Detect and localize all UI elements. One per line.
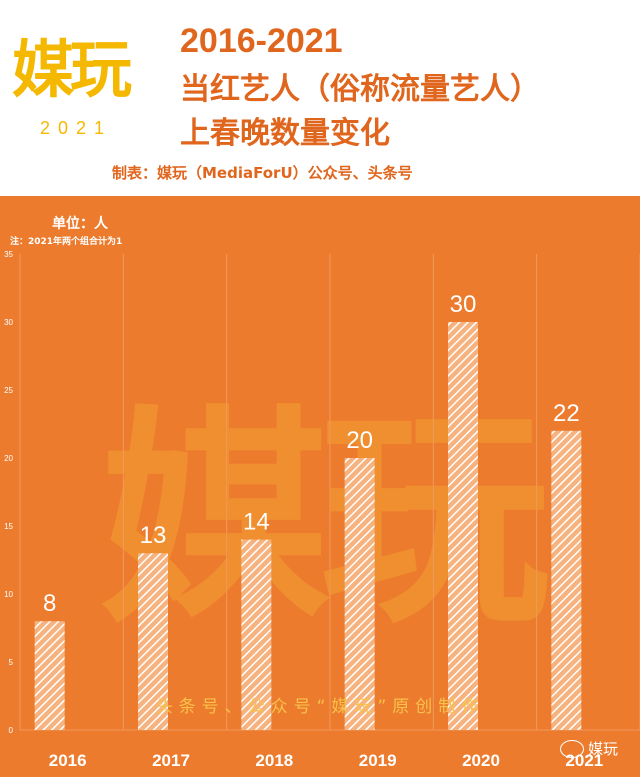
title-topic: 上春晚数量变化 bbox=[180, 116, 390, 151]
title-subject: 当红艺人（俗称流量艺人） bbox=[180, 72, 540, 107]
y-tick-label: 30 bbox=[4, 318, 13, 327]
y-tick-label: 10 bbox=[4, 590, 13, 599]
bar bbox=[551, 430, 582, 730]
big-watermark: 媒玩 bbox=[100, 388, 548, 655]
y-tick-label: 0 bbox=[9, 726, 14, 735]
bar bbox=[34, 621, 65, 730]
bar bbox=[138, 553, 168, 730]
chart-note: 注：2021年两个组合计为1 bbox=[10, 237, 123, 247]
maker-credit: 制表：媒玩（MediaForU）公众号、头条号 bbox=[112, 164, 413, 182]
data-label: 13 bbox=[140, 522, 167, 549]
bar bbox=[448, 322, 478, 730]
x-tick-label: 2020 bbox=[462, 751, 500, 770]
y-tick-label: 20 bbox=[4, 454, 13, 463]
title-years: 2016-2021 bbox=[180, 22, 343, 60]
logo: 媒玩 2021 bbox=[12, 30, 152, 150]
text-watermark: 头条号、公众号“媒玩”原创制作 bbox=[156, 697, 485, 717]
data-label: 20 bbox=[346, 427, 373, 454]
data-label: 30 bbox=[450, 291, 477, 318]
y-tick-label: 35 bbox=[4, 250, 13, 259]
header: 媒玩 2021 2016-2021 当红艺人（俗称流量艺人） 上春晚数量变化 制… bbox=[0, 0, 640, 196]
y-tick-label: 15 bbox=[4, 522, 13, 531]
y-tick-label: 25 bbox=[4, 386, 13, 395]
chart-background bbox=[0, 196, 640, 777]
x-tick-label: 2019 bbox=[359, 751, 397, 770]
unit-label: 单位：人 bbox=[52, 216, 108, 232]
wechat-label: 媒玩 bbox=[588, 740, 619, 758]
data-label: 14 bbox=[243, 509, 270, 536]
logo-mark: 媒玩 bbox=[12, 33, 132, 106]
x-tick-label: 2018 bbox=[255, 751, 293, 770]
bar bbox=[241, 539, 272, 730]
data-label: 8 bbox=[43, 590, 56, 617]
logo-year: 2021 bbox=[40, 118, 113, 138]
wechat-icon bbox=[560, 739, 584, 758]
x-tick-label: 2016 bbox=[49, 751, 87, 770]
x-tick-label: 2017 bbox=[152, 751, 190, 770]
wechat-badge: 媒玩 bbox=[560, 738, 618, 759]
data-label: 22 bbox=[553, 400, 580, 427]
y-tick-label: 5 bbox=[9, 658, 14, 667]
bar bbox=[344, 458, 375, 730]
